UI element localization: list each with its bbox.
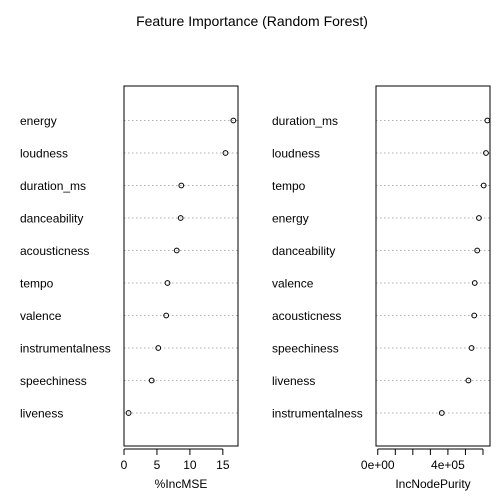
category-label: speechiness [20,374,87,388]
category-label: instrumentalness [20,342,111,356]
x-tick-label: 4e+05 [431,458,465,472]
category-label: liveness [20,407,63,421]
category-label: danceability [20,212,83,226]
category-label: danceability [272,244,335,258]
data-point [476,215,482,221]
incnodepurity-panel: duration_ms loudness tempo energy danceabili… [272,85,491,491]
data-point [230,117,237,124]
data-point [438,410,445,416]
category-label: loudness [272,147,320,161]
x-tick-label: 10 [183,458,197,472]
category-label: acousticness [20,244,89,258]
data-point [468,345,475,351]
category-label: liveness [272,374,315,388]
data-point [177,215,184,221]
category-label: instrumentalness [272,407,363,421]
category-label: duration_ms [272,114,338,128]
x-axis-label: IncNodePurity [395,477,470,491]
data-point [483,150,489,156]
data-point [178,182,185,189]
x-tick-label: 0 [121,458,128,472]
plot-frame [375,85,491,447]
x-tick-label: 15 [216,458,230,472]
data-point [471,280,478,286]
incmse-panel: energy loudness duration_ms danceability aco… [20,85,239,491]
category-label: loudness [20,147,68,161]
data-point [173,247,180,254]
data-point [471,312,478,319]
data-point [163,312,170,319]
category-label: tempo [20,277,54,291]
category-label: energy [272,212,309,226]
category-label: tempo [272,179,306,193]
category-label: acousticness [272,309,341,323]
category-label: energy [20,114,57,128]
data-point [480,182,487,189]
category-label: speechiness [272,342,339,356]
chart-title: Feature Importance (Random Forest) [136,13,368,29]
category-label: duration_ms [20,179,86,193]
x-axis-label: %IncMSE [155,477,208,491]
x-tick-label: 5 [154,458,161,472]
data-point [148,377,155,384]
category-label: valence [272,277,314,291]
plot-frame [123,85,239,447]
x-tick-label: 0e+00 [361,458,395,472]
data-point [222,150,229,156]
data-point [125,410,132,416]
data-point [155,345,162,351]
data-point [474,247,481,254]
data-point [465,377,472,384]
category-label: valence [20,309,62,323]
data-point [164,280,171,286]
